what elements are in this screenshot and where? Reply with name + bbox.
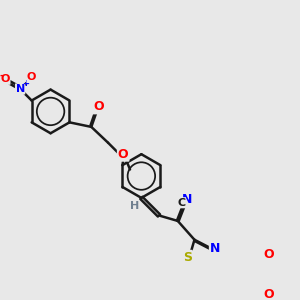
Text: O: O [118,148,128,161]
Text: N: N [210,242,220,255]
Text: O: O [264,288,274,300]
Text: O: O [264,248,274,261]
Text: C: C [177,198,185,208]
Text: N: N [16,84,25,94]
Text: O: O [1,74,10,84]
Text: S: S [183,250,192,263]
Text: O: O [27,73,36,82]
Text: H: H [130,201,139,212]
Text: -: - [0,70,3,80]
Text: O: O [93,100,104,113]
Text: +: + [22,79,29,88]
Text: N: N [182,193,192,206]
